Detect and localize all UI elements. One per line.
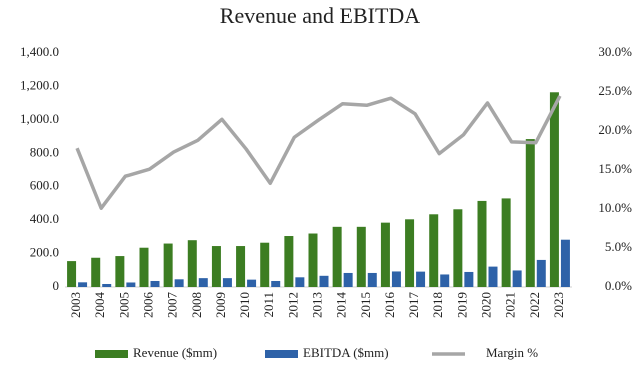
x-tick-label: 2013 [309, 292, 324, 318]
y2-tick-label: 0.0% [605, 278, 632, 293]
bar [102, 283, 112, 287]
x-tick-label: 2019 [454, 292, 469, 318]
x-tick-label: 2012 [285, 292, 300, 318]
bar [174, 279, 184, 287]
bar [222, 278, 232, 287]
bar [67, 261, 77, 287]
bar [187, 240, 197, 287]
bar [236, 246, 246, 287]
bar [464, 271, 474, 287]
bar [271, 280, 281, 287]
legend-swatch [265, 350, 298, 358]
y2-tick-label: 20.0% [598, 122, 632, 137]
bar [391, 271, 401, 287]
bar [380, 222, 390, 287]
bar [308, 233, 318, 287]
bar [416, 271, 426, 287]
y-tick-label: 400.0 [30, 211, 59, 226]
bar [295, 277, 305, 287]
x-tick-label: 2005 [116, 292, 131, 318]
bar [139, 247, 149, 287]
x-tick-label: 2014 [334, 292, 349, 319]
y2-tick-label: 15.0% [598, 161, 632, 176]
bar [488, 266, 498, 287]
y-tick-label: 600.0 [30, 178, 59, 193]
x-tick-label: 2008 [189, 292, 204, 318]
bar [501, 198, 511, 287]
y-tick-label: 800.0 [30, 144, 59, 159]
line [75, 95, 562, 210]
bar [453, 209, 463, 287]
y2-tick-label: 25.0% [598, 83, 632, 98]
x-tick-label: 2017 [406, 292, 421, 319]
x-tick-label: 2016 [382, 292, 397, 319]
bar [512, 270, 522, 287]
chart-title: Revenue and EBITDA [220, 3, 420, 28]
y-tick-label: 1,400.0 [20, 44, 59, 59]
y-tick-label: 200.0 [30, 245, 59, 260]
y-tick-label: 1,000.0 [20, 111, 59, 126]
y2-tick-label: 30.0% [598, 44, 632, 59]
x-tick-label: 2020 [478, 292, 493, 318]
bar [211, 246, 221, 287]
bar [150, 280, 160, 287]
y-tick-label: 1,200.0 [20, 77, 59, 92]
bar [343, 272, 353, 287]
bar [429, 214, 439, 287]
bar [367, 272, 377, 287]
x-tick-label: 2003 [68, 292, 83, 318]
bar [332, 226, 342, 287]
bar [78, 282, 88, 287]
x-tick-label: 2021 [503, 292, 518, 318]
legend-label: Revenue ($mm) [133, 345, 217, 360]
bar [477, 200, 487, 287]
x-tick-label: 2007 [165, 292, 180, 319]
bar [525, 139, 535, 287]
bar [115, 256, 125, 287]
legend-swatch [95, 350, 128, 358]
x-tick-label: 2015 [358, 292, 373, 318]
bar [549, 92, 559, 288]
x-tick-label: 2010 [237, 292, 252, 318]
bar [319, 275, 329, 287]
legend-label: Margin % [486, 345, 538, 360]
bar [536, 259, 546, 287]
y-tick-label: 0 [53, 278, 60, 293]
bar [356, 226, 366, 287]
y2-tick-label: 5.0% [605, 239, 632, 254]
x-tick-label: 2023 [551, 292, 566, 318]
x-tick-label: 2018 [430, 292, 445, 318]
x-tick-label: 2004 [92, 292, 107, 319]
bar [560, 239, 570, 287]
legend-label: EBITDA ($mm) [303, 345, 389, 360]
bar [284, 236, 294, 287]
x-tick-label: 2009 [213, 292, 228, 318]
x-tick-label: 2022 [527, 292, 542, 318]
bar [260, 242, 270, 287]
bar [126, 282, 136, 287]
bar [198, 278, 208, 287]
y2-tick-label: 10.0% [598, 200, 632, 215]
bar [163, 243, 173, 287]
bar [91, 257, 101, 287]
bar [440, 274, 450, 287]
bar [247, 279, 257, 287]
x-tick-label: 2006 [140, 292, 155, 319]
bar [405, 219, 415, 287]
x-tick-label: 2011 [261, 292, 276, 318]
